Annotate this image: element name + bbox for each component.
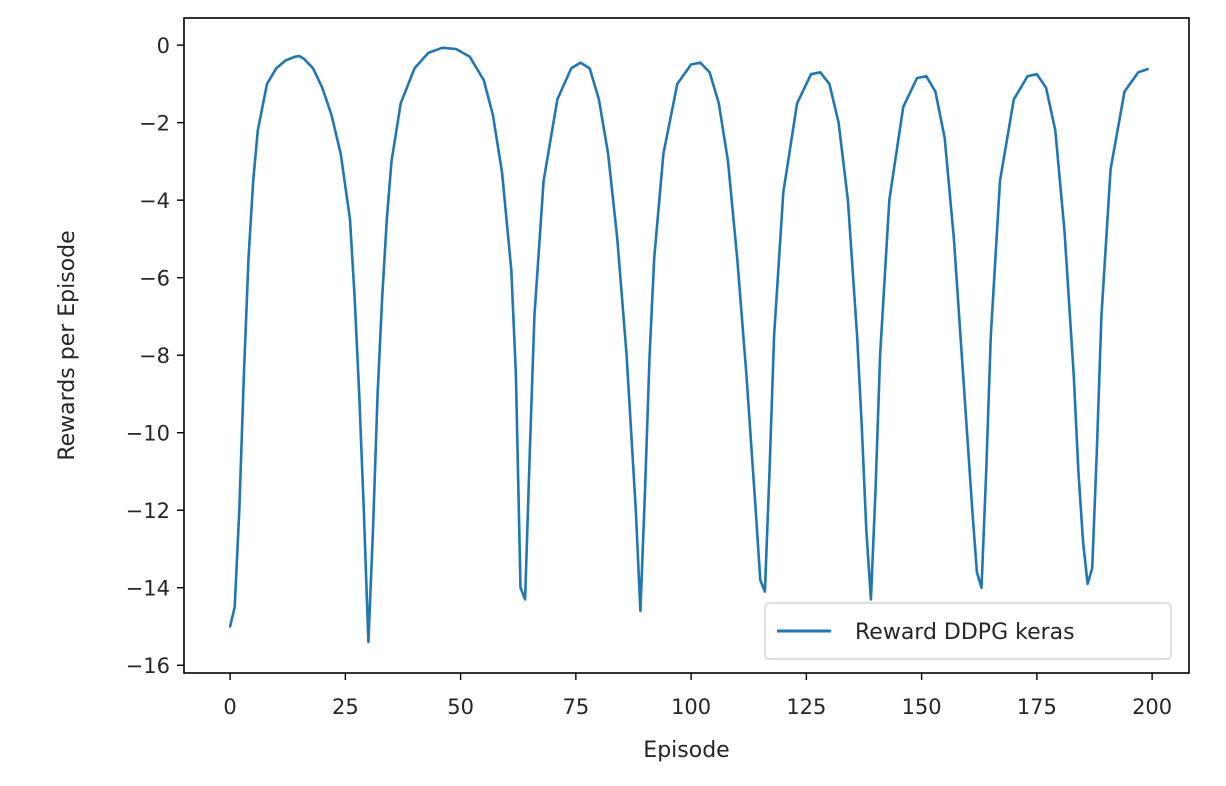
x-tick-label: 50 xyxy=(447,695,474,719)
legend-box xyxy=(764,602,1172,660)
y-tick-label: −6 xyxy=(139,267,170,291)
plot-area-border xyxy=(183,17,1190,674)
y-axis: 0 −2 −4 −6 −8 −10 −12 −14 −16 xyxy=(126,34,184,678)
legend: Reward DDPG keras xyxy=(764,602,1172,660)
x-tick-label: 125 xyxy=(786,695,826,719)
x-axis: 0 25 50 75 100 125 150 175 200 xyxy=(223,673,1172,719)
plot-frame xyxy=(183,17,1190,674)
y-tick-label: −16 xyxy=(126,654,170,678)
y-tick-label: −14 xyxy=(126,577,170,601)
x-tick-label: 0 xyxy=(223,695,236,719)
y-tick-label: −4 xyxy=(139,189,170,213)
x-axis-label: Episode xyxy=(643,738,729,763)
x-tick-label: 175 xyxy=(1017,695,1057,719)
x-tick-label: 25 xyxy=(332,695,359,719)
legend-entry-label: Reward DDPG keras xyxy=(855,620,1075,645)
y-tick-label: 0 xyxy=(157,34,170,58)
y-tick-label: −8 xyxy=(139,344,170,368)
x-tick-label: 150 xyxy=(902,695,942,719)
y-tick-label: −2 xyxy=(139,112,170,136)
series-layer xyxy=(228,46,1149,644)
series-line xyxy=(228,46,1149,644)
x-tick-label: 100 xyxy=(671,695,711,719)
x-tick-label: 75 xyxy=(562,695,589,719)
y-tick-label: −10 xyxy=(126,422,170,446)
x-tick-label: 200 xyxy=(1132,695,1172,719)
y-axis-label: Rewards per Episode xyxy=(55,230,80,460)
y-tick-label: −12 xyxy=(126,499,170,523)
